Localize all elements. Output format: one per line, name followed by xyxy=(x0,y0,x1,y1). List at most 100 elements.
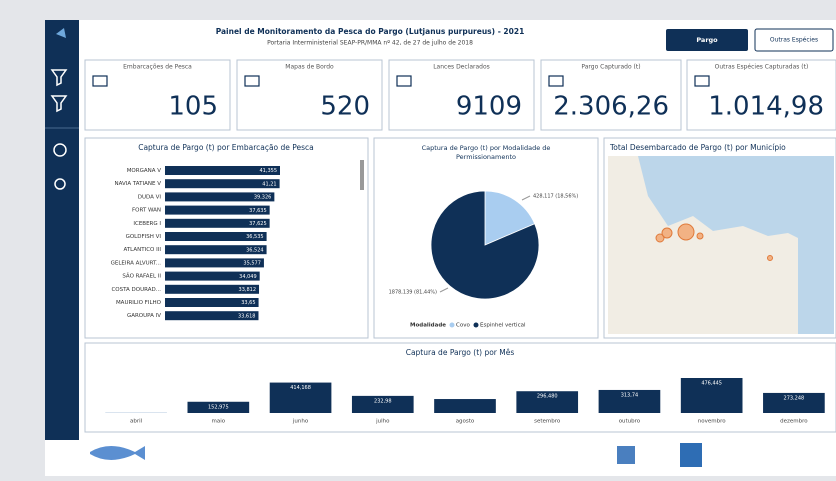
button-pargo[interactable] xyxy=(666,29,748,51)
legend-label: Espinhel vertical xyxy=(480,323,526,329)
x-tick-label: agosto xyxy=(456,419,475,425)
bar xyxy=(165,218,270,228)
data-label: 476,445 xyxy=(701,381,722,387)
footer-fish xyxy=(90,446,145,460)
bar xyxy=(351,395,414,413)
bar xyxy=(165,298,259,307)
bar xyxy=(165,311,259,321)
legend-title: Modalidade xyxy=(410,323,446,329)
map-icon xyxy=(53,143,67,157)
data-label: 273,248 xyxy=(784,395,805,401)
data-label: 152,975 xyxy=(208,404,229,410)
bar xyxy=(165,192,275,202)
info-icon xyxy=(54,178,66,190)
data-label: 296,480 xyxy=(537,394,558,400)
data-label: 39,326 xyxy=(254,195,272,201)
subtitle: Portaria Interministerial SEAP-PR/MMA nº… xyxy=(267,40,473,47)
map-land xyxy=(608,156,798,334)
logo-icon xyxy=(56,28,66,38)
kpi-label: Pargo Capturado (t) xyxy=(581,64,640,71)
data-label: 35,577 xyxy=(243,261,261,267)
y-tick-label: NAVIA TATIANE V xyxy=(114,181,161,187)
data-label: 41,21 xyxy=(262,181,276,187)
kpi-icon xyxy=(92,75,108,87)
map-bubble xyxy=(677,223,695,241)
bar xyxy=(269,382,332,413)
chart-title: Captura de Pargo (t) por Mês xyxy=(406,348,515,357)
data-label: 1878,139 (81,44%) xyxy=(389,290,437,296)
chart-title: Captura de Pargo (t) por Modalidade de xyxy=(422,144,551,152)
kpi-value: 2.306,26 xyxy=(553,92,669,122)
y-tick-label: MAURILIO FILHO xyxy=(116,300,162,306)
bar xyxy=(165,232,267,241)
pie-slice xyxy=(484,190,536,246)
map-bubble xyxy=(661,227,673,239)
data-label: 33,65 xyxy=(241,300,255,306)
filter-icon xyxy=(50,95,68,113)
bar xyxy=(165,166,280,175)
bar xyxy=(763,392,825,413)
data-label: 41,355 xyxy=(260,168,278,174)
chart-title: Total Desembarcado de Pargo (t) por Muni… xyxy=(609,143,786,152)
bar xyxy=(516,391,579,413)
bar xyxy=(165,205,270,215)
y-tick-label: MORGANA V xyxy=(127,168,162,174)
x-tick-label: maio xyxy=(212,419,226,425)
x-tick-label: novembro xyxy=(698,419,726,425)
y-tick-label: GOLDFISH VI xyxy=(126,234,162,240)
kpi-value: 9109 xyxy=(456,92,522,122)
bar xyxy=(187,401,250,413)
y-tick-label: ATLANTICO III xyxy=(123,247,161,253)
bar xyxy=(598,389,661,413)
data-label: 33,812 xyxy=(239,287,257,293)
bar xyxy=(165,245,267,255)
kpi-label: Embarcações de Pesca xyxy=(123,64,192,71)
kpi-label: Mapas de Bordo xyxy=(285,64,334,71)
pie-slice xyxy=(430,190,540,300)
bar xyxy=(165,271,260,281)
bar xyxy=(165,284,260,294)
leader-line xyxy=(521,195,531,201)
map-bubble xyxy=(655,233,665,243)
kpi-value: 1.014,98 xyxy=(708,92,824,122)
kpi-card xyxy=(84,59,231,131)
x-tick-label: julho xyxy=(375,419,390,425)
kpi-card xyxy=(540,59,682,131)
legend-label: Covo xyxy=(456,323,470,329)
footer-logo xyxy=(617,446,635,464)
data-label: 428,117 (18,56%) xyxy=(533,194,578,200)
map-bubble xyxy=(767,255,773,261)
map-bubble xyxy=(696,232,704,240)
button-label: Outras Espécies xyxy=(770,37,818,44)
kpi-icon xyxy=(548,75,564,87)
bar xyxy=(680,378,743,413)
x-tick-label: dezembro xyxy=(780,419,808,425)
kpi-label: Outras Espécies Capturadas (t) xyxy=(715,64,809,71)
data-label: 36,535 xyxy=(246,234,264,240)
y-tick-label: ICEBERG I xyxy=(133,221,161,227)
kpi-card xyxy=(236,59,383,131)
y-tick-label: DUDA VI xyxy=(138,194,162,200)
y-tick-label: COSTA DOURAD... xyxy=(111,287,161,293)
bar xyxy=(165,179,280,189)
chart-title: Captura de Pargo (t) por Embarcação de P… xyxy=(138,143,314,152)
scrollbar xyxy=(360,160,364,190)
y-tick-label: SÃO RAFAEL II xyxy=(122,273,161,280)
kpi-label: Lances Declarados xyxy=(433,64,490,71)
button-outras[interactable] xyxy=(754,28,834,52)
kpi-icon xyxy=(396,75,412,87)
kpi-icon xyxy=(244,75,260,87)
chart-title-line2: Permissionamento xyxy=(456,153,516,161)
button-label: Pargo xyxy=(696,36,718,44)
x-tick-label: abril xyxy=(130,419,143,425)
footer-logo xyxy=(680,443,702,467)
x-tick-label: setembro xyxy=(534,419,561,425)
y-tick-label: GELEIRA ALVURT... xyxy=(111,260,162,266)
bar xyxy=(434,399,496,413)
kpi-value: 520 xyxy=(320,92,370,122)
x-tick-label: junho xyxy=(292,419,309,425)
bar xyxy=(165,258,264,268)
x-tick-label: outubro xyxy=(619,419,641,425)
filter-icon xyxy=(50,69,68,87)
